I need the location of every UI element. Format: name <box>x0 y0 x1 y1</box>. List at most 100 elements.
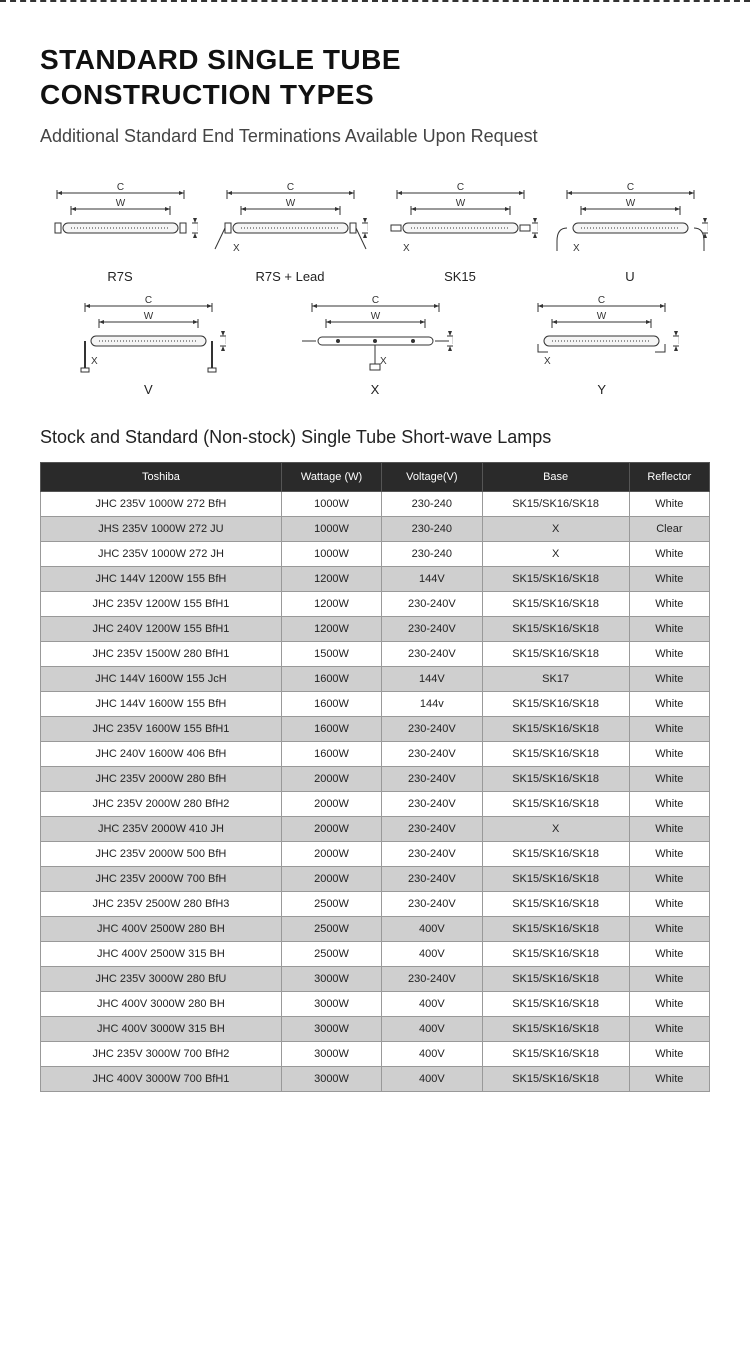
table-cell: SK15/SK16/SK18 <box>482 917 629 942</box>
table-cell: JHC 400V 3000W 280 BH <box>41 992 282 1017</box>
table-cell: SK15/SK16/SK18 <box>482 967 629 992</box>
table-cell: SK15/SK16/SK18 <box>482 892 629 917</box>
diagram-label: Y <box>493 382 710 397</box>
table-row: JHC 235V 2000W 700 BfH2000W230-240VSK15/… <box>41 867 710 892</box>
diagram-sk15: C W D X SK15 <box>380 179 540 284</box>
table-column-header: Toshiba <box>41 463 282 492</box>
svg-text:C: C <box>116 182 123 193</box>
table-cell: JHC 400V 3000W 700 BfH1 <box>41 1067 282 1092</box>
table-cell: White <box>629 667 709 692</box>
svg-text:D: D <box>197 223 198 234</box>
table-cell: 230-240 <box>382 492 482 517</box>
table-cell: 2000W <box>281 867 381 892</box>
table-cell: X <box>482 542 629 567</box>
table-header: ToshibaWattage (W)Voltage(V)BaseReflecto… <box>41 463 710 492</box>
table-cell: White <box>629 817 709 842</box>
table-row: JHC 400V 2500W 280 BH2500W400VSK15/SK16/… <box>41 917 710 942</box>
diagram-label: R7S + Lead <box>210 269 370 284</box>
svg-text:C: C <box>456 182 463 193</box>
table-cell: 400V <box>382 1017 482 1042</box>
table-cell: SK15/SK16/SK18 <box>482 692 629 717</box>
table-cell: 1600W <box>281 742 381 767</box>
table-cell: SK15/SK16/SK18 <box>482 567 629 592</box>
table-row: JHC 235V 3000W 280 BfU3000W230-240VSK15/… <box>41 967 710 992</box>
table-cell: White <box>629 892 709 917</box>
svg-text:W: W <box>144 311 154 322</box>
table-cell: 400V <box>382 1042 482 1067</box>
table-cell: 2500W <box>281 892 381 917</box>
table-cell: JHC 400V 3000W 315 BH <box>41 1017 282 1042</box>
table-cell: SK15/SK16/SK18 <box>482 742 629 767</box>
table-cell: White <box>629 842 709 867</box>
table-cell: 400V <box>382 1067 482 1092</box>
table-cell: White <box>629 1042 709 1067</box>
table-cell: 3000W <box>281 967 381 992</box>
table-cell: White <box>629 742 709 767</box>
diagram-label: X <box>267 382 484 397</box>
table-row: JHC 235V 2000W 280 BfH2000W230-240VSK15/… <box>41 767 710 792</box>
svg-text:D: D <box>452 336 453 347</box>
table-cell: 230-240 <box>382 517 482 542</box>
table-cell: 230-240V <box>382 617 482 642</box>
table-cell: JHC 235V 2000W 280 BfH2 <box>41 792 282 817</box>
table-cell: White <box>629 967 709 992</box>
svg-text:D: D <box>707 223 708 234</box>
table-cell: White <box>629 542 709 567</box>
table-cell: 230-240V <box>382 642 482 667</box>
table-cell: White <box>629 867 709 892</box>
table-cell: JHS 235V 1000W 272 JU <box>41 517 282 542</box>
table-title: Stock and Standard (Non-stock) Single Tu… <box>40 427 710 448</box>
table-cell: White <box>629 1067 709 1092</box>
table-row: JHC 144V 1600W 155 BfH1600W144vSK15/SK16… <box>41 692 710 717</box>
table-row: JHC 240V 1600W 406 BfH1600W230-240VSK15/… <box>41 742 710 767</box>
svg-text:X: X <box>233 243 240 254</box>
table-cell: SK17 <box>482 667 629 692</box>
table-row: JHC 235V 2000W 500 BfH2000W230-240VSK15/… <box>41 842 710 867</box>
svg-text:W: W <box>370 311 380 322</box>
table-cell: SK15/SK16/SK18 <box>482 1042 629 1067</box>
table-cell: JHC 240V 1600W 406 BfH <box>41 742 282 767</box>
table-row: JHC 235V 2000W 280 BfH22000W230-240VSK15… <box>41 792 710 817</box>
svg-text:C: C <box>371 295 378 306</box>
table-cell: 230-240 <box>382 542 482 567</box>
diagram-label: R7S <box>40 269 200 284</box>
diagram-y: C W D X Y <box>493 292 710 397</box>
diagram-row-1: C W D R7S C W <box>40 179 710 284</box>
table-cell: 230-240V <box>382 817 482 842</box>
table-cell: 1000W <box>281 517 381 542</box>
table-row: JHC 235V 1000W 272 JH1000W230-240XWhite <box>41 542 710 567</box>
table-cell: White <box>629 942 709 967</box>
table-cell: 1000W <box>281 492 381 517</box>
svg-text:X: X <box>380 356 387 367</box>
table-cell: JHC 235V 1200W 155 BfH1 <box>41 592 282 617</box>
table-cell: 230-240V <box>382 967 482 992</box>
table-cell: 1600W <box>281 717 381 742</box>
table-cell: JHC 235V 1000W 272 BfH <box>41 492 282 517</box>
table-cell: 230-240V <box>382 717 482 742</box>
table-body: JHC 235V 1000W 272 BfH1000W230-240SK15/S… <box>41 492 710 1092</box>
table-cell: SK15/SK16/SK18 <box>482 617 629 642</box>
table-cell: White <box>629 917 709 942</box>
table-cell: 1500W <box>281 642 381 667</box>
table-row: JHC 235V 1600W 155 BfH11600W230-240VSK15… <box>41 717 710 742</box>
table-row: JHC 144V 1600W 155 JcH1600W144VSK17White <box>41 667 710 692</box>
table-cell: SK15/SK16/SK18 <box>482 867 629 892</box>
top-dashed-border <box>0 0 750 2</box>
table-cell: White <box>629 767 709 792</box>
table-cell: SK15/SK16/SK18 <box>482 1067 629 1092</box>
table-cell: JHC 235V 2000W 410 JH <box>41 817 282 842</box>
table-row: JHC 235V 1500W 280 BfH11500W230-240VSK15… <box>41 642 710 667</box>
table-row: JHC 235V 3000W 700 BfH23000W400VSK15/SK1… <box>41 1042 710 1067</box>
svg-text:W: W <box>455 198 465 209</box>
table-column-header: Voltage(V) <box>382 463 482 492</box>
svg-text:D: D <box>678 336 679 347</box>
table-cell: 400V <box>382 992 482 1017</box>
diagram-r7s: C W D R7S <box>40 179 200 284</box>
table-cell: White <box>629 567 709 592</box>
table-cell: JHC 240V 1200W 155 BfH1 <box>41 617 282 642</box>
table-cell: 3000W <box>281 992 381 1017</box>
table-cell: 2500W <box>281 917 381 942</box>
table-cell: White <box>629 692 709 717</box>
table-cell: 1200W <box>281 592 381 617</box>
svg-text:C: C <box>145 295 152 306</box>
